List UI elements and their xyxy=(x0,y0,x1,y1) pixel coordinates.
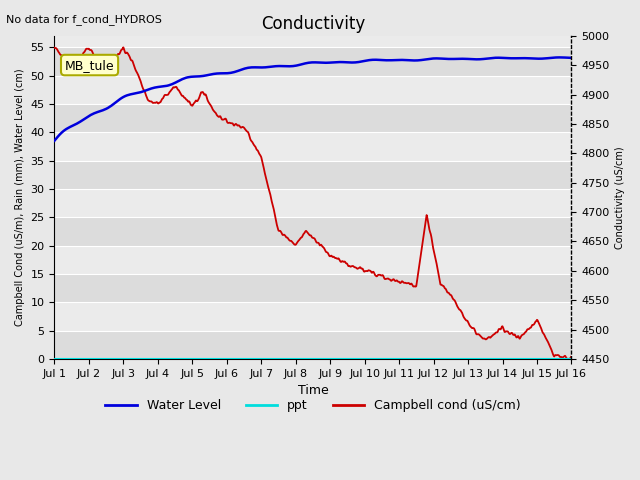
Bar xyxy=(54,302,572,331)
X-axis label: Time: Time xyxy=(298,384,328,397)
Y-axis label: Conductivity (uS/cm): Conductivity (uS/cm) xyxy=(615,146,625,249)
Bar xyxy=(54,189,572,217)
Bar xyxy=(54,161,572,189)
Bar xyxy=(54,331,572,359)
Bar xyxy=(54,47,572,76)
Bar xyxy=(54,246,572,274)
Bar xyxy=(54,274,572,302)
Legend: Water Level, ppt, Campbell cond (uS/cm): Water Level, ppt, Campbell cond (uS/cm) xyxy=(100,394,525,417)
Bar xyxy=(54,217,572,246)
Bar xyxy=(54,104,572,132)
Bar xyxy=(54,76,572,104)
Text: MB_tule: MB_tule xyxy=(65,59,115,72)
Title: Conductivity: Conductivity xyxy=(261,15,365,33)
Y-axis label: Campbell Cond (uS/m), Rain (mm), Water Level (cm): Campbell Cond (uS/m), Rain (mm), Water L… xyxy=(15,69,25,326)
Text: No data for f_cond_HYDROS: No data for f_cond_HYDROS xyxy=(6,14,163,25)
Bar xyxy=(54,132,572,161)
